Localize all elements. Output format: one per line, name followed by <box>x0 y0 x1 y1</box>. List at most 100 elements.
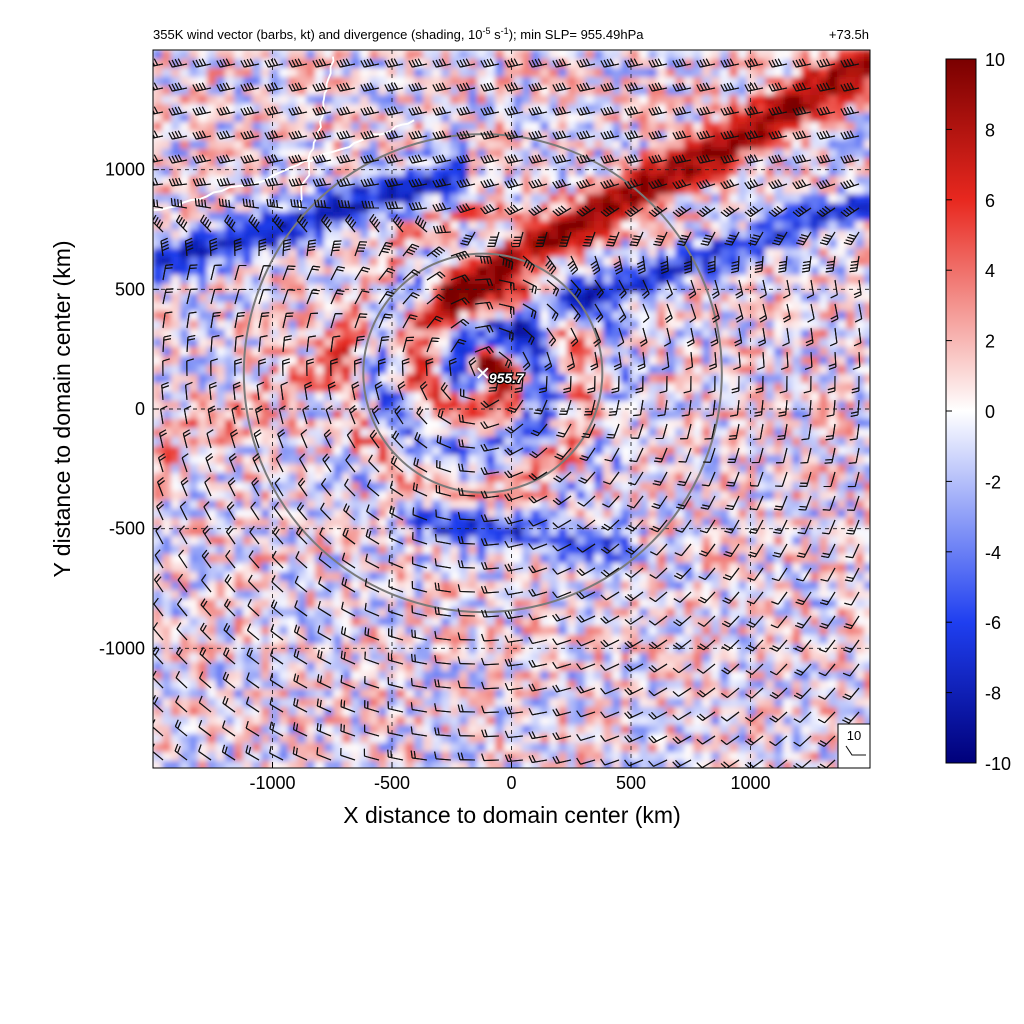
divergence-cell <box>585 338 595 348</box>
divergence-cell <box>288 482 298 492</box>
divergence-cell <box>792 500 802 510</box>
divergence-cell <box>792 338 802 348</box>
divergence-cell <box>837 77 847 87</box>
divergence-cell <box>531 464 541 474</box>
divergence-cell <box>666 383 676 393</box>
divergence-cell <box>270 257 280 267</box>
divergence-cell <box>612 158 622 168</box>
divergence-cell <box>630 68 640 78</box>
divergence-cell <box>585 275 595 285</box>
divergence-cell <box>243 356 253 366</box>
divergence-cell <box>504 266 514 276</box>
divergence-cell <box>351 221 361 231</box>
divergence-cell <box>630 320 640 330</box>
divergence-cell <box>855 419 865 429</box>
divergence-cell <box>459 365 469 375</box>
divergence-cell <box>252 239 262 249</box>
divergence-cell <box>639 437 649 447</box>
divergence-cell <box>567 131 577 141</box>
divergence-cell <box>297 167 307 177</box>
divergence-cell <box>279 509 289 519</box>
divergence-cell <box>612 545 622 555</box>
divergence-cell <box>315 221 325 231</box>
divergence-cell <box>837 392 847 402</box>
divergence-cell <box>603 131 613 141</box>
divergence-cell <box>639 500 649 510</box>
divergence-cell <box>693 365 703 375</box>
divergence-cell <box>306 221 316 231</box>
divergence-cell <box>369 356 379 366</box>
divergence-cell <box>612 437 622 447</box>
divergence-cell <box>522 113 532 123</box>
divergence-cell <box>441 590 451 600</box>
divergence-cell <box>252 428 262 438</box>
divergence-cell <box>828 599 838 609</box>
divergence-cell <box>522 545 532 555</box>
divergence-cell <box>486 518 496 528</box>
divergence-cell <box>837 104 847 114</box>
divergence-cell <box>252 572 262 582</box>
divergence-cell <box>792 419 802 429</box>
divergence-cell <box>756 599 766 609</box>
divergence-cell <box>729 266 739 276</box>
divergence-cell <box>603 248 613 258</box>
divergence-cell <box>405 608 415 618</box>
divergence-cell <box>738 68 748 78</box>
divergence-cell <box>504 554 514 564</box>
divergence-cell <box>225 464 235 474</box>
divergence-cell <box>837 455 847 465</box>
divergence-cell <box>315 482 325 492</box>
divergence-cell <box>630 392 640 402</box>
divergence-cell <box>738 293 748 303</box>
divergence-cell <box>441 284 451 294</box>
divergence-cell <box>153 572 163 582</box>
divergence-cell <box>405 302 415 312</box>
divergence-cell <box>639 77 649 87</box>
divergence-cell <box>306 365 316 375</box>
divergence-cell <box>261 338 271 348</box>
divergence-cell <box>216 455 226 465</box>
divergence-cell <box>684 455 694 465</box>
divergence-cell <box>522 590 532 600</box>
divergence-cell <box>351 77 361 87</box>
divergence-cell <box>720 572 730 582</box>
divergence-cell <box>198 158 208 168</box>
divergence-cell <box>747 59 757 69</box>
divergence-cell <box>243 527 253 537</box>
divergence-cell <box>729 518 739 528</box>
divergence-cell <box>234 563 244 573</box>
divergence-cell <box>270 599 280 609</box>
divergence-cell <box>450 392 460 402</box>
divergence-cell <box>450 239 460 249</box>
divergence-cell <box>720 311 730 321</box>
divergence-cell <box>747 311 757 321</box>
divergence-cell <box>810 140 820 150</box>
divergence-cell <box>513 203 523 213</box>
divergence-cell <box>396 473 406 483</box>
divergence-cell <box>243 365 253 375</box>
divergence-cell <box>324 86 334 96</box>
divergence-cell <box>567 419 577 429</box>
divergence-cell <box>297 50 307 60</box>
divergence-cell <box>837 113 847 123</box>
divergence-cell <box>504 482 514 492</box>
divergence-cell <box>792 491 802 501</box>
divergence-cell <box>324 167 334 177</box>
divergence-cell <box>711 131 721 141</box>
divergence-cell <box>225 383 235 393</box>
divergence-cell <box>225 149 235 159</box>
divergence-cell <box>765 428 775 438</box>
divergence-cell <box>306 320 316 330</box>
divergence-cell <box>783 473 793 483</box>
divergence-cell <box>297 293 307 303</box>
divergence-cell <box>333 410 343 420</box>
divergence-cell <box>486 455 496 465</box>
divergence-cell <box>333 104 343 114</box>
divergence-cell <box>207 365 217 375</box>
divergence-cell <box>180 383 190 393</box>
divergence-cell <box>216 257 226 267</box>
divergence-cell <box>423 500 433 510</box>
divergence-cell <box>288 383 298 393</box>
divergence-cell <box>459 419 469 429</box>
divergence-cell <box>630 329 640 339</box>
